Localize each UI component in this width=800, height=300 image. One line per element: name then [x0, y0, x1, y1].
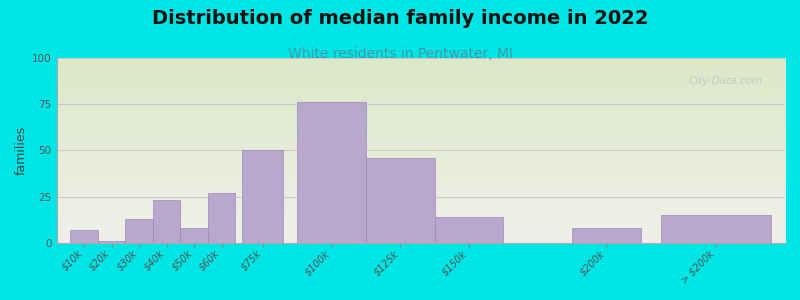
Bar	[180, 228, 208, 243]
Bar	[662, 215, 771, 243]
Text: City-Data.com: City-Data.com	[689, 76, 763, 86]
Bar	[572, 228, 641, 243]
Bar	[126, 219, 153, 243]
Y-axis label: families: families	[15, 126, 28, 175]
Bar	[366, 158, 434, 243]
Text: White residents in Pentwater, MI: White residents in Pentwater, MI	[287, 46, 513, 61]
Bar	[242, 150, 283, 243]
Text: Distribution of median family income in 2022: Distribution of median family income in …	[152, 9, 648, 28]
Bar	[208, 193, 235, 243]
Bar	[297, 102, 366, 243]
Bar	[153, 200, 180, 243]
Bar	[98, 241, 126, 243]
Bar	[434, 217, 503, 243]
Bar	[70, 230, 98, 243]
